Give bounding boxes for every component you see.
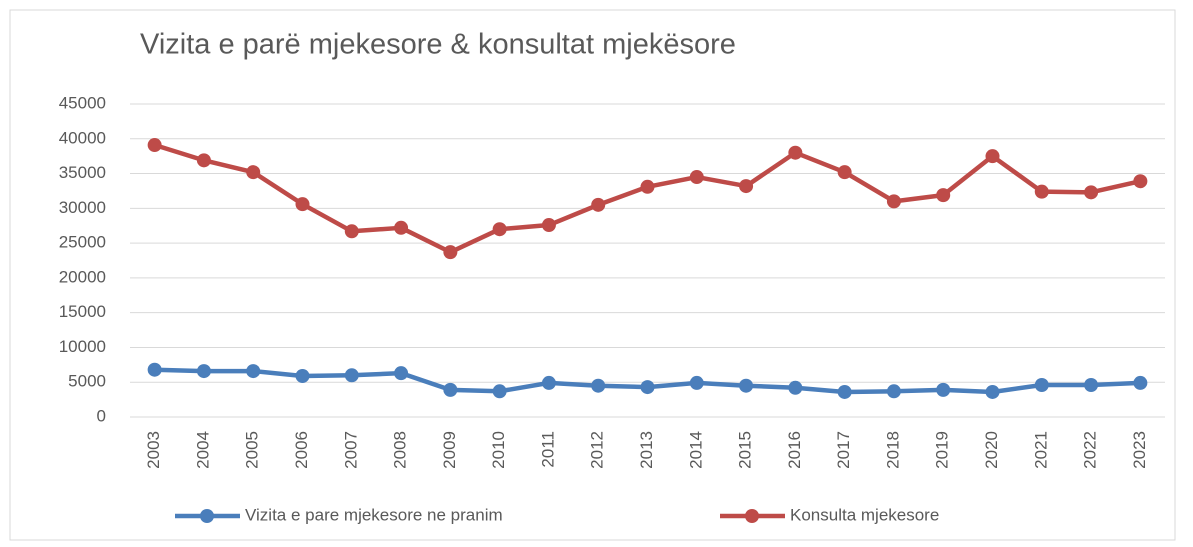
x-tick-label: 2004 [193,431,212,469]
point [689,375,704,390]
x-tick-label: 2012 [588,431,607,469]
point [886,384,901,399]
point [196,364,211,379]
x-tick-label: 2005 [243,431,262,469]
point [689,170,704,185]
point [1084,185,1099,200]
point [492,222,507,237]
point [788,145,803,160]
point [640,380,655,395]
chart-title: Vizita e parë mjekesore & konsultat mjek… [140,29,736,61]
point [1034,184,1049,199]
x-tick-label: 2011 [538,431,557,468]
x-tick-label: 2016 [785,431,804,469]
chart-frame [9,9,1176,541]
x-tick-label: 2003 [144,431,163,469]
y-tick-label: 30000 [59,198,106,217]
y-tick-label: 25000 [59,233,106,252]
point [837,384,852,399]
y-tick-label: 45000 [59,93,106,112]
y-tick-label: 15000 [59,302,106,321]
y-tick-label: 5000 [68,372,106,391]
point [1034,378,1049,393]
point [295,197,310,212]
point [985,149,1000,164]
point [739,179,754,194]
point [443,382,458,397]
point [344,368,359,383]
y-tick-label: 35000 [59,163,106,182]
x-tick-label: 2018 [883,431,902,469]
point [492,384,507,399]
point [788,380,803,395]
point [196,153,211,168]
legend-marker [200,509,214,523]
point [985,384,1000,399]
x-tick-label: 2023 [1130,431,1149,469]
x-tick-label: 2019 [933,431,952,469]
point [1133,174,1148,189]
x-tick-label: 2022 [1081,431,1100,469]
x-tick-label: 2015 [736,431,755,469]
x-tick-label: 2010 [489,431,508,469]
x-tick-label: 2007 [341,431,360,469]
point [246,364,261,379]
x-tick-label: 2009 [440,431,459,469]
point [541,375,556,390]
legend-marker [745,509,759,523]
point [394,366,409,381]
x-tick-label: 2021 [1031,431,1050,469]
legend-label: Konsulta mjekesore [790,505,939,524]
point [344,224,359,239]
point [837,165,852,180]
x-tick-label: 2013 [637,431,656,469]
point [541,218,556,233]
x-tick-label: 2020 [982,431,1001,469]
x-tick-label: 2014 [686,431,705,469]
x-tick-label: 2017 [834,431,853,469]
y-tick-label: 20000 [59,267,106,286]
point [1133,375,1148,390]
y-tick-label: 10000 [59,337,106,356]
point [147,362,162,377]
point [739,378,754,393]
point [443,245,458,260]
point [936,382,951,397]
point [591,378,606,393]
point [1084,378,1099,393]
point [640,179,655,194]
point [147,138,162,153]
legend-label: Vizita e pare mjekesore ne pranim [245,505,503,524]
y-tick-label: 40000 [59,128,106,147]
x-tick-label: 2008 [391,431,410,469]
point [936,188,951,203]
y-tick-label: 0 [97,406,106,425]
point [295,368,310,383]
point [591,197,606,212]
point [886,194,901,209]
point [394,220,409,235]
point [246,165,261,180]
x-tick-label: 2006 [292,431,311,469]
